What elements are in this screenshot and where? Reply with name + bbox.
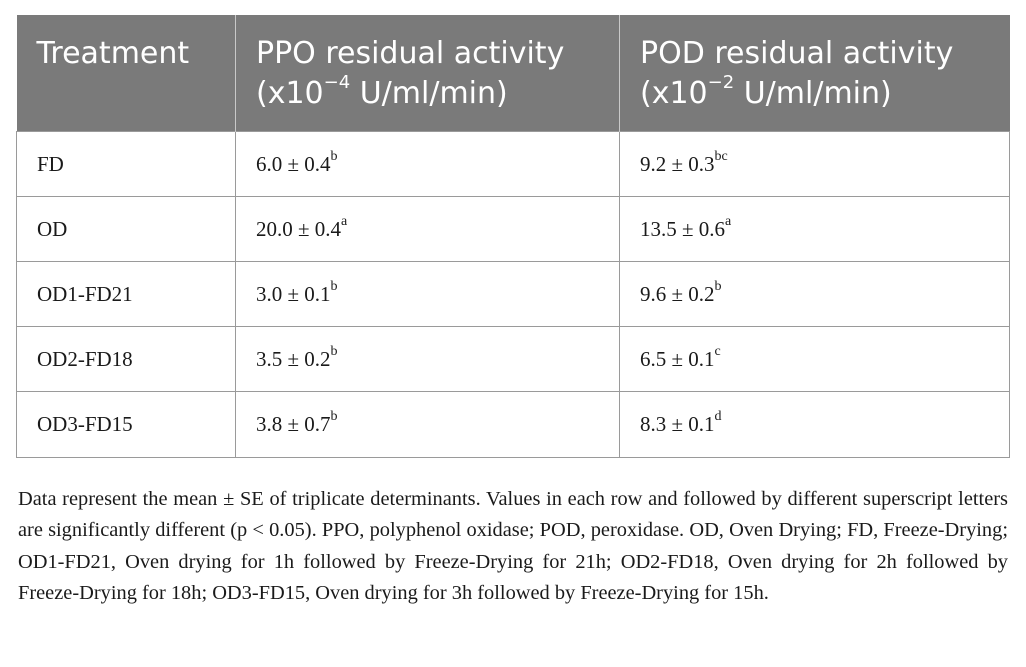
enzyme-activity-table: Treatment PPO residual activity (x10−4 U… [16, 15, 1010, 458]
cell-pod-letter: c [714, 343, 721, 359]
cell-ppo-value: 6.0 ± 0.4 [256, 151, 331, 176]
cell-treatment: FD [16, 131, 236, 197]
cell-pod-letter: d [714, 409, 722, 424]
cell-ppo-value: 20.0 ± 0.4 [256, 216, 342, 241]
table-row: FD 6.0 ± 0.4b 9.2 ± 0.3bc [16, 131, 1010, 197]
table-footnote: Data represent the mean ± SE of triplica… [18, 488, 1008, 605]
cell-pod-letter: bc [714, 148, 728, 164]
header-ppo-unit-prefix: (x10 [256, 76, 324, 111]
header-row: Treatment PPO residual activity (x10−4 U… [16, 15, 1010, 132]
cell-ppo: 20.0 ± 0.4a [235, 196, 620, 262]
cell-treatment: OD3-FD15 [16, 391, 236, 458]
header-pod-unit-exponent: −2 [707, 72, 735, 93]
cell-ppo-letter: b [330, 278, 338, 294]
header-ppo-line1: PPO residual activity [256, 36, 565, 71]
table-row: OD1-FD21 3.0 ± 0.1b 9.6 ± 0.2b [16, 261, 1010, 327]
table-row: OD 20.0 ± 0.4a 13.5 ± 0.6a [16, 196, 1010, 262]
cell-pod-letter: a [725, 213, 732, 229]
cell-ppo-letter: b [330, 409, 338, 424]
table-header: Treatment PPO residual activity (x10−4 U… [16, 15, 1010, 132]
cell-pod: 9.2 ± 0.3bc [619, 131, 1010, 197]
cell-ppo-letter: a [341, 213, 348, 229]
header-pod-line1: POD residual activity [640, 36, 954, 71]
header-ppo-unit-exponent: −4 [323, 72, 351, 93]
cell-pod-value: 6.5 ± 0.1 [640, 346, 715, 371]
cell-ppo-letter: b [330, 148, 338, 164]
header-ppo-unit-suffix: U/ml/min) [350, 76, 508, 111]
cell-pod: 9.6 ± 0.2b [619, 261, 1010, 327]
cell-pod: 13.5 ± 0.6a [619, 196, 1010, 262]
cell-ppo-value: 3.5 ± 0.2 [256, 346, 331, 371]
cell-pod: 8.3 ± 0.1d [619, 391, 1010, 458]
cell-ppo: 6.0 ± 0.4b [235, 131, 620, 197]
header-pod-unit-prefix: (x10 [640, 76, 708, 111]
cell-ppo-value: 3.0 ± 0.1 [256, 281, 331, 306]
cell-pod: 6.5 ± 0.1c [619, 326, 1010, 392]
header-pod-unit-suffix: U/ml/min) [734, 76, 892, 111]
results-table-container: Treatment PPO residual activity (x10−4 U… [16, 15, 1010, 458]
cell-pod-letter: b [714, 278, 722, 294]
cell-ppo: 3.8 ± 0.7b [235, 391, 620, 458]
table-body: FD 6.0 ± 0.4b 9.2 ± 0.3bc OD 20.0 ± 0.4a… [16, 131, 1010, 458]
header-ppo: PPO residual activity (x10−4 U/ml/min) [235, 15, 620, 132]
header-pod: POD residual activity (x10−2 U/ml/min) [619, 15, 1010, 132]
cell-treatment: OD [16, 196, 236, 262]
table-row: OD3-FD15 3.8 ± 0.7b 8.3 ± 0.1d [16, 391, 1010, 458]
cell-ppo-value: 3.8 ± 0.7 [256, 412, 331, 436]
header-treatment-label: Treatment [36, 36, 190, 71]
table-row: OD2-FD18 3.5 ± 0.2b 6.5 ± 0.1c [16, 326, 1010, 392]
cell-ppo: 3.5 ± 0.2b [235, 326, 620, 392]
cell-pod-value: 13.5 ± 0.6 [640, 216, 726, 241]
cell-ppo: 3.0 ± 0.1b [235, 261, 620, 327]
cell-treatment: OD2-FD18 [16, 326, 236, 392]
cell-treatment: OD1-FD21 [16, 261, 236, 327]
header-treatment: Treatment [16, 15, 236, 132]
cell-ppo-letter: b [330, 343, 338, 359]
cell-pod-value: 9.6 ± 0.2 [640, 281, 715, 306]
cell-pod-value: 8.3 ± 0.1 [640, 412, 715, 436]
cell-pod-value: 9.2 ± 0.3 [640, 151, 715, 176]
